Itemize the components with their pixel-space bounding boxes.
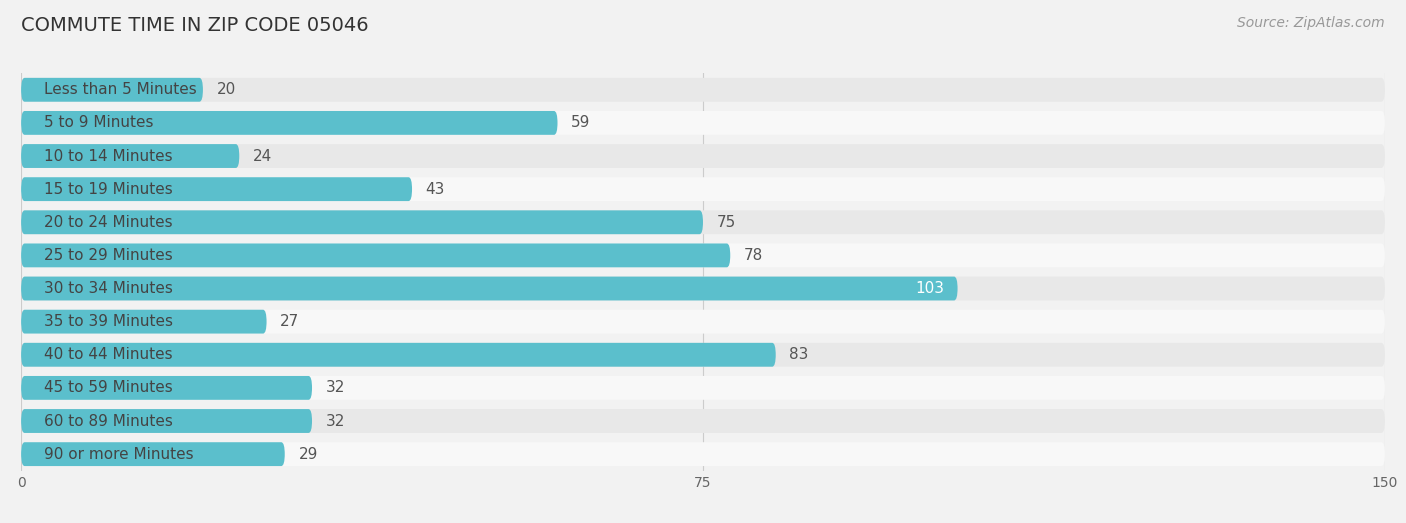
Text: 90 or more Minutes: 90 or more Minutes — [44, 447, 194, 462]
FancyBboxPatch shape — [21, 210, 703, 234]
FancyBboxPatch shape — [21, 78, 1385, 101]
Text: 10 to 14 Minutes: 10 to 14 Minutes — [44, 149, 173, 164]
Text: 40 to 44 Minutes: 40 to 44 Minutes — [44, 347, 173, 362]
FancyBboxPatch shape — [21, 78, 202, 101]
Text: 24: 24 — [253, 149, 273, 164]
FancyBboxPatch shape — [21, 177, 1385, 201]
FancyBboxPatch shape — [21, 277, 957, 300]
Text: 60 to 89 Minutes: 60 to 89 Minutes — [44, 414, 173, 428]
Text: 83: 83 — [789, 347, 808, 362]
FancyBboxPatch shape — [21, 310, 1385, 334]
Text: 25 to 29 Minutes: 25 to 29 Minutes — [44, 248, 173, 263]
Text: 15 to 19 Minutes: 15 to 19 Minutes — [44, 181, 173, 197]
Text: 75: 75 — [717, 215, 735, 230]
Text: 103: 103 — [915, 281, 943, 296]
Text: 27: 27 — [280, 314, 299, 329]
FancyBboxPatch shape — [21, 442, 285, 466]
Text: 5 to 9 Minutes: 5 to 9 Minutes — [44, 116, 153, 130]
Text: 32: 32 — [326, 414, 344, 428]
Text: Source: ZipAtlas.com: Source: ZipAtlas.com — [1237, 16, 1385, 30]
Text: COMMUTE TIME IN ZIP CODE 05046: COMMUTE TIME IN ZIP CODE 05046 — [21, 16, 368, 35]
FancyBboxPatch shape — [21, 376, 312, 400]
FancyBboxPatch shape — [21, 210, 1385, 234]
FancyBboxPatch shape — [21, 310, 267, 334]
Text: 20: 20 — [217, 82, 236, 97]
Text: 78: 78 — [744, 248, 763, 263]
Text: 20 to 24 Minutes: 20 to 24 Minutes — [44, 215, 173, 230]
FancyBboxPatch shape — [21, 409, 1385, 433]
FancyBboxPatch shape — [21, 144, 1385, 168]
FancyBboxPatch shape — [21, 111, 1385, 135]
FancyBboxPatch shape — [21, 409, 312, 433]
FancyBboxPatch shape — [21, 244, 1385, 267]
Text: 45 to 59 Minutes: 45 to 59 Minutes — [44, 380, 173, 395]
Text: 35 to 39 Minutes: 35 to 39 Minutes — [44, 314, 173, 329]
Text: 29: 29 — [298, 447, 318, 462]
FancyBboxPatch shape — [21, 277, 1385, 300]
Text: 32: 32 — [326, 380, 344, 395]
Text: 59: 59 — [571, 116, 591, 130]
FancyBboxPatch shape — [21, 442, 1385, 466]
FancyBboxPatch shape — [21, 343, 776, 367]
Text: Less than 5 Minutes: Less than 5 Minutes — [44, 82, 197, 97]
Text: 43: 43 — [426, 181, 446, 197]
FancyBboxPatch shape — [21, 177, 412, 201]
FancyBboxPatch shape — [21, 376, 1385, 400]
Text: 30 to 34 Minutes: 30 to 34 Minutes — [44, 281, 173, 296]
FancyBboxPatch shape — [21, 244, 730, 267]
FancyBboxPatch shape — [21, 111, 558, 135]
FancyBboxPatch shape — [21, 144, 239, 168]
FancyBboxPatch shape — [21, 343, 1385, 367]
